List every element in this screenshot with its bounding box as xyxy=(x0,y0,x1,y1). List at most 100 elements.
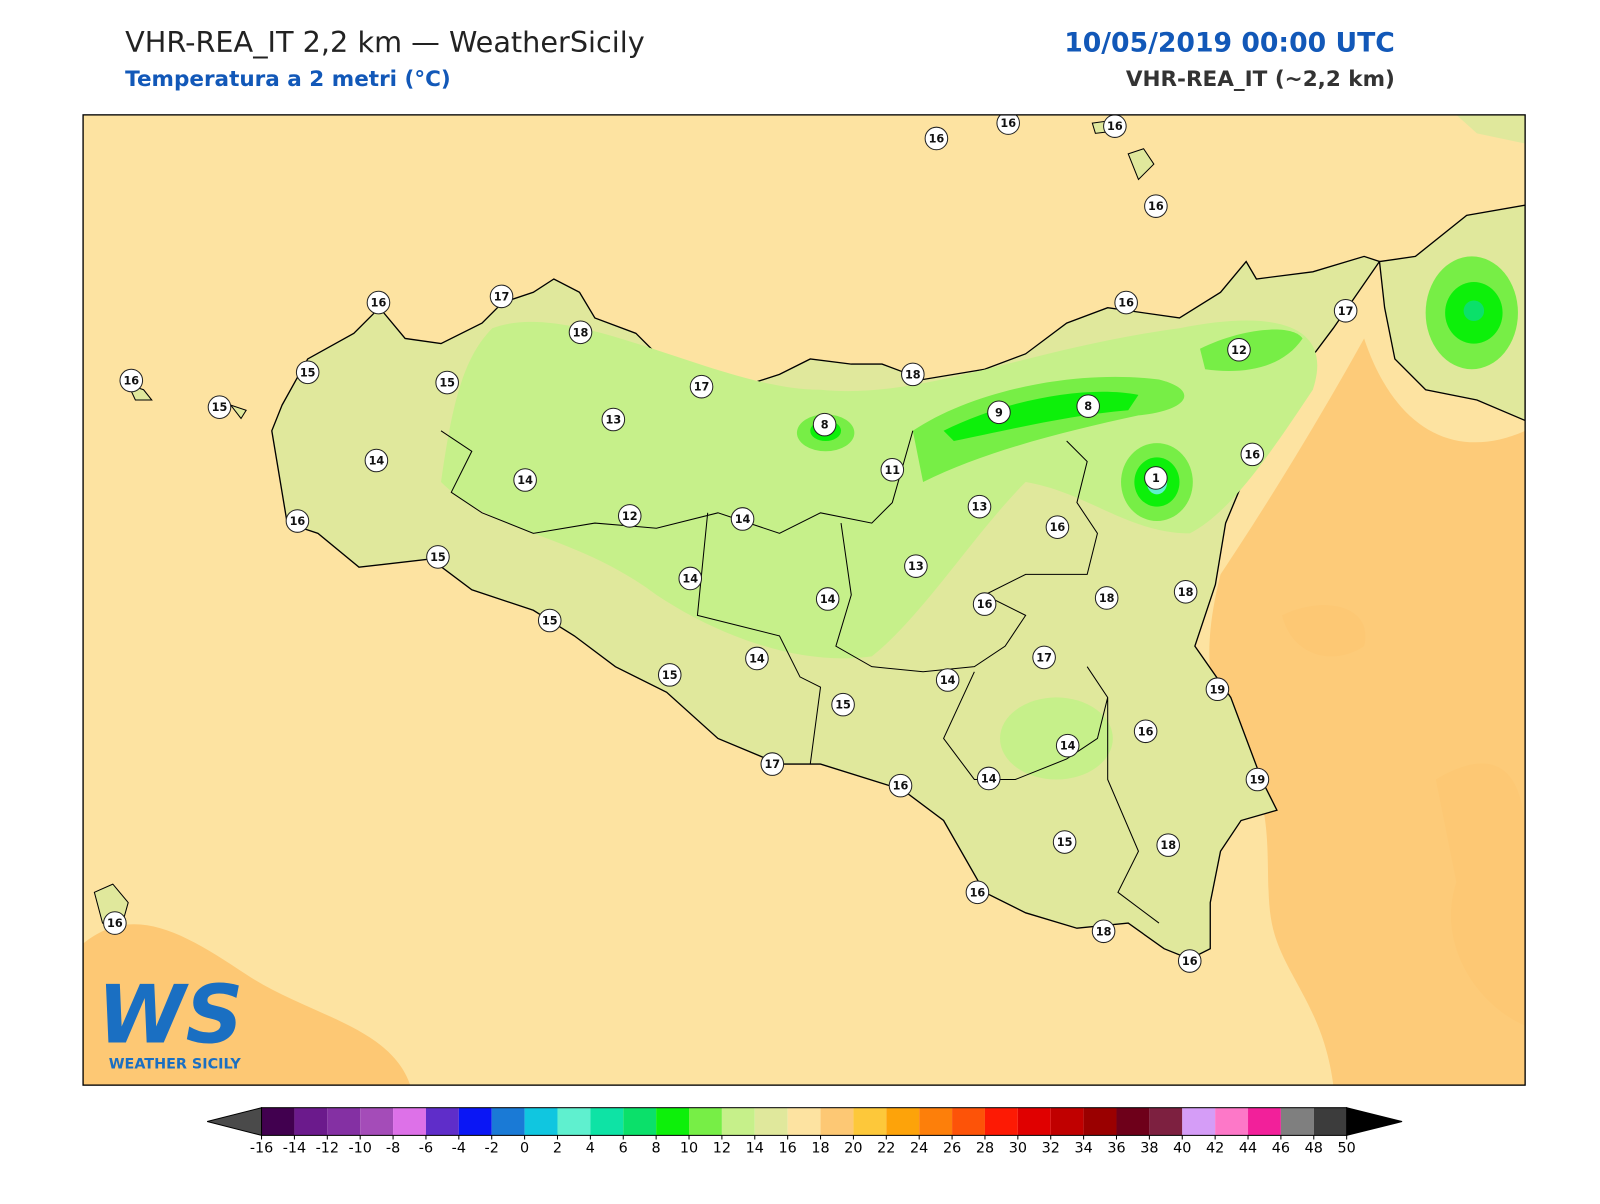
colorbar-frame xyxy=(261,1107,1348,1136)
station: 16 xyxy=(1045,515,1070,539)
station: 15 xyxy=(831,692,855,717)
station-value: 17 xyxy=(1036,651,1052,664)
colorbar-tick-label: -12 xyxy=(316,1141,339,1157)
colorbar-tick-label: 44 xyxy=(1239,1141,1257,1157)
station-value: 18 xyxy=(1160,839,1176,852)
station-value: 15 xyxy=(835,699,851,712)
colorbar-segment xyxy=(393,1107,426,1136)
station-value: 16 xyxy=(1182,955,1198,968)
station-value: 15 xyxy=(542,615,558,628)
station-value: 16 xyxy=(1000,117,1016,130)
station: 18 xyxy=(1091,919,1116,944)
station-marker xyxy=(426,545,450,569)
colorbar-segment xyxy=(1182,1107,1216,1136)
station-marker xyxy=(1173,579,1198,604)
logo-mark: WS xyxy=(97,968,243,1061)
station: 16 xyxy=(285,509,310,533)
station-value: 13 xyxy=(908,560,924,573)
colorbar-segment xyxy=(1215,1107,1249,1136)
station-value: 13 xyxy=(972,501,988,514)
station: 8 xyxy=(1076,394,1100,418)
title: VHR-REA_IT 2,2 km — WeatherSicily xyxy=(125,25,645,59)
colorbar-segment xyxy=(1083,1107,1117,1136)
station-value: 9 xyxy=(995,406,1003,419)
colorbar-tick-label: 38 xyxy=(1140,1141,1158,1157)
station-marker xyxy=(1156,833,1180,857)
station-marker xyxy=(880,457,905,482)
colorbar-segment xyxy=(1149,1107,1183,1136)
station-value: 16 xyxy=(970,886,986,899)
colorbar-segment xyxy=(820,1107,854,1136)
station: 16 xyxy=(1114,290,1138,315)
station-marker xyxy=(1045,515,1070,539)
station: 14 xyxy=(678,566,703,591)
colorbar-segment xyxy=(360,1107,394,1136)
station-value: 16 xyxy=(1050,521,1066,534)
station-marker xyxy=(1103,114,1127,138)
station-value: 16 xyxy=(1148,200,1164,213)
colorbar-segment xyxy=(458,1107,492,1136)
model-label: VHR-REA_IT (~2,2 km) xyxy=(1126,67,1395,92)
station-marker xyxy=(1227,337,1251,362)
station-marker xyxy=(730,507,755,531)
station-value: 16 xyxy=(290,515,306,528)
colorbar-segment xyxy=(1116,1107,1150,1136)
station: 15 xyxy=(435,370,459,395)
colorbar-segment xyxy=(491,1107,525,1136)
station-value: 16 xyxy=(107,917,123,930)
station: 15 xyxy=(207,395,232,419)
subtitle: Temperatura a 2 metri (°C) xyxy=(125,67,451,92)
station: 19 xyxy=(1205,677,1230,702)
station-marker xyxy=(967,494,992,519)
colorbar-segment xyxy=(754,1107,788,1136)
station: 16 xyxy=(972,592,997,616)
station-marker xyxy=(976,766,1001,791)
station-value: 17 xyxy=(1338,305,1354,318)
station-marker xyxy=(1144,194,1168,218)
station: 18 xyxy=(568,320,593,345)
colorbar-segment xyxy=(590,1107,624,1136)
station: 14 xyxy=(364,448,389,473)
station: 1 xyxy=(1144,466,1168,490)
station: 15 xyxy=(426,545,450,569)
station-marker xyxy=(1055,733,1080,758)
station-marker xyxy=(285,509,310,533)
colorbar-tick-label: -8 xyxy=(386,1141,400,1157)
station: 17 xyxy=(1032,645,1056,670)
station: 16 xyxy=(1133,719,1158,744)
logo-name: WEATHER SICILY xyxy=(109,1057,242,1073)
station-marker xyxy=(1094,586,1119,610)
colorbar-segment xyxy=(919,1107,953,1136)
station: 12 xyxy=(617,504,642,528)
station: 16 xyxy=(119,368,144,393)
station: 16 xyxy=(1240,442,1265,467)
station-value: 13 xyxy=(605,414,621,427)
station: 16 xyxy=(366,290,391,315)
station-value: 18 xyxy=(573,326,589,339)
station-marker xyxy=(1076,394,1100,418)
station-marker xyxy=(1333,298,1358,323)
station-marker xyxy=(935,668,960,692)
station-marker xyxy=(689,374,714,399)
station-value: 11 xyxy=(884,464,900,477)
station-marker xyxy=(103,911,127,935)
colorbar-tick-label: 46 xyxy=(1272,1141,1290,1157)
colorbar-segment xyxy=(656,1107,690,1136)
colorbar-tick-label: -6 xyxy=(419,1141,433,1157)
station-value: 16 xyxy=(893,780,909,793)
station-value: 16 xyxy=(929,132,945,145)
colorbar-tick-label: 36 xyxy=(1107,1141,1125,1157)
station: 15 xyxy=(1052,830,1077,854)
station-value: 15 xyxy=(300,366,316,379)
station-value: 15 xyxy=(212,401,228,414)
colorbar-segment xyxy=(425,1107,459,1136)
station-marker xyxy=(1240,442,1265,467)
station-value: 16 xyxy=(123,375,139,388)
colorbar-tick-label: -14 xyxy=(283,1141,306,1157)
station: 8 xyxy=(812,412,837,437)
colorbar-segment xyxy=(984,1107,1018,1136)
station-value: 14 xyxy=(940,674,956,687)
station: 15 xyxy=(295,360,320,385)
colorbar-segment xyxy=(1050,1107,1084,1136)
